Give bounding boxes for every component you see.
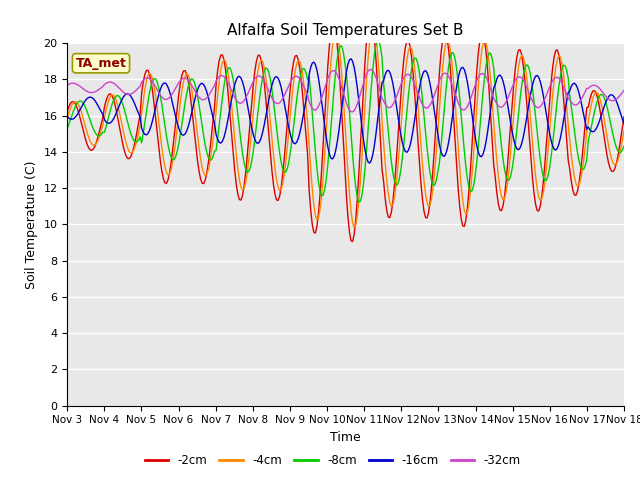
Legend: -2cm, -4cm, -8cm, -16cm, -32cm: -2cm, -4cm, -8cm, -16cm, -32cm: [140, 449, 525, 472]
X-axis label: Time: Time: [330, 431, 361, 444]
Title: Alfalfa Soil Temperatures Set B: Alfalfa Soil Temperatures Set B: [227, 23, 464, 38]
Y-axis label: Soil Temperature (C): Soil Temperature (C): [25, 160, 38, 288]
Text: TA_met: TA_met: [76, 57, 127, 70]
